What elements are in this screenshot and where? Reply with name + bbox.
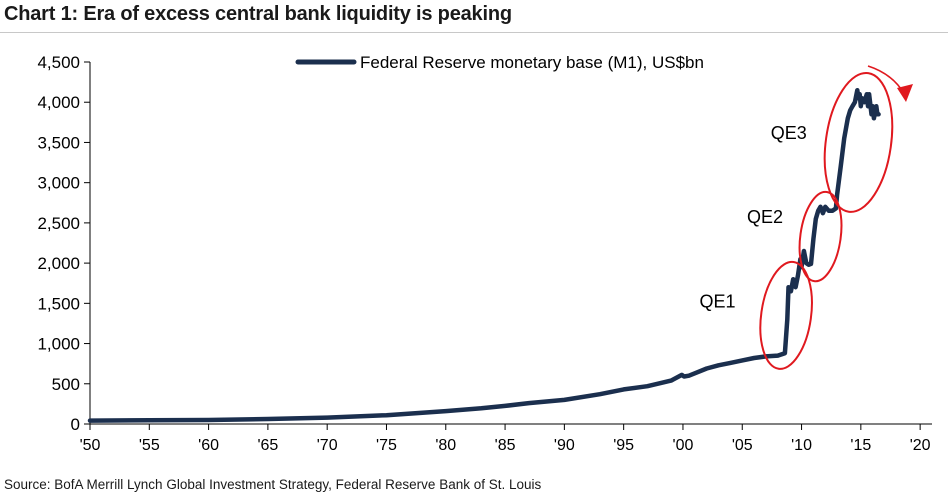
- highlight-ellipses: [759, 71, 894, 370]
- x-tick-label: '90: [554, 437, 575, 454]
- legend: Federal Reserve monetary base (M1), US$b…: [295, 53, 704, 72]
- annotation-qe1: QE1: [700, 291, 736, 311]
- source-note: Source: BofA Merrill Lynch Global Invest…: [4, 477, 542, 492]
- annotations: QE1 QE2 QE3: [700, 123, 807, 311]
- legend-label: Federal Reserve monetary base (M1), US$b…: [360, 53, 704, 72]
- highlight-ellipse-qe3: [823, 71, 894, 213]
- chart-title: Chart 1: Era of excess central bank liqu…: [4, 3, 512, 25]
- x-tick-label: '80: [435, 437, 456, 454]
- y-ticks: 0 500 1,000 1,500 2,000 2,500 3,000 3,500 4,000 4…: [37, 53, 90, 434]
- y-tick-label: 4,000: [37, 93, 80, 112]
- y-tick-label: 3,000: [37, 174, 80, 193]
- y-tick-label: 4,500: [37, 53, 80, 72]
- y-tick-label: 2,500: [37, 214, 80, 233]
- highlight-ellipse-qe2: [798, 190, 843, 283]
- x-tick-label: '00: [673, 437, 694, 454]
- x-tick-label: '05: [732, 437, 753, 454]
- trend-arrow: [867, 65, 913, 102]
- series-group: [87, 87, 881, 423]
- annotation-qe2: QE2: [747, 207, 783, 227]
- y-tick-label: 500: [52, 375, 80, 394]
- x-tick-label: '75: [376, 437, 397, 454]
- title-divider: [0, 32, 948, 33]
- y-tick-label: 1,500: [37, 294, 80, 313]
- x-tick-label: '20: [910, 437, 931, 454]
- x-tick-label: '85: [495, 437, 516, 454]
- x-tick-label: '55: [139, 437, 160, 454]
- x-tick-label: '10: [791, 437, 812, 454]
- x-tick-label: '70: [317, 437, 338, 454]
- arrow-head-icon: [897, 84, 913, 102]
- x-tick-label: '60: [198, 437, 219, 454]
- highlight-ellipse-qe1: [759, 260, 813, 370]
- y-tick-label: 0: [71, 415, 80, 434]
- x-ticks: '50 '55 '60 '65 '70 '75 '80 '85 '90 '95 '00 '05 '10 '…: [80, 424, 931, 454]
- x-tick-label: '65: [257, 437, 278, 454]
- x-tick-label: '95: [613, 437, 634, 454]
- x-tick-label: '15: [850, 437, 871, 454]
- y-tick-label: 2,000: [37, 254, 80, 273]
- x-tick-label: '50: [80, 437, 101, 454]
- annotation-qe3: QE3: [771, 123, 807, 143]
- axes: [89, 62, 932, 425]
- y-tick-label: 1,000: [37, 335, 80, 354]
- y-tick-label: 3,500: [37, 133, 80, 152]
- series-line-0: [87, 87, 881, 423]
